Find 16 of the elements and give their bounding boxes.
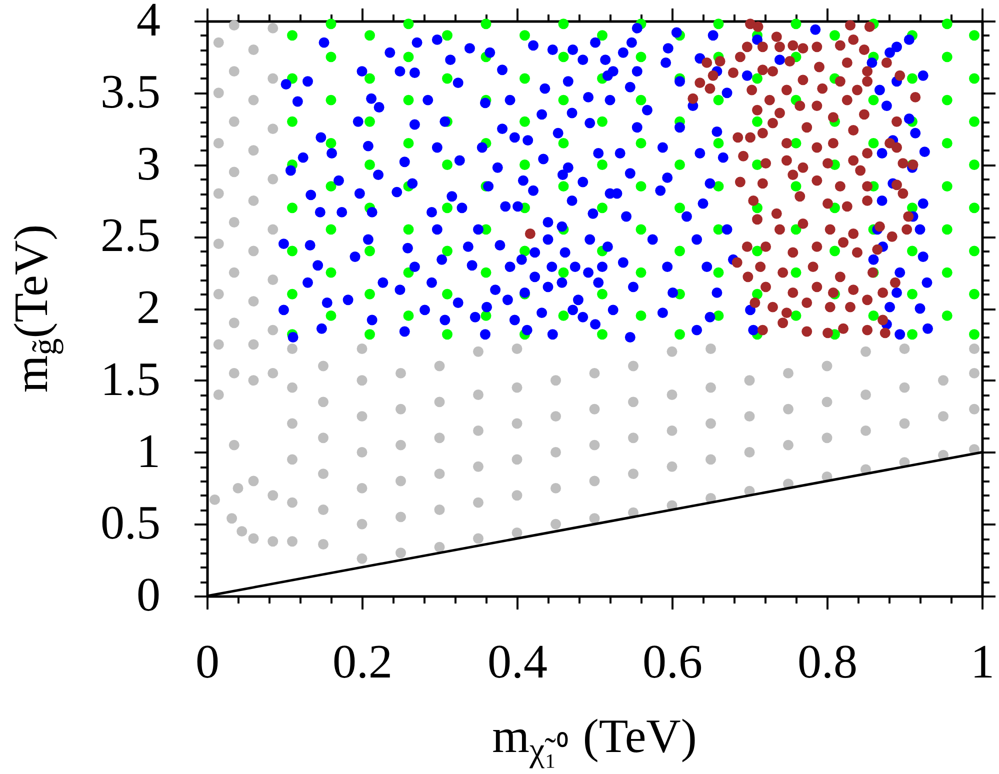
x-tick-label: 0.4 <box>488 636 548 688</box>
y-tick-label: 0.5 <box>100 496 160 550</box>
x-tick-label: 0.8 <box>798 636 858 688</box>
y-tick-label: 3.5 <box>100 65 160 118</box>
y-tick-label: 1.5 <box>100 352 160 406</box>
y-tick-label: 3 <box>136 137 160 190</box>
y-tick-label: 4 <box>136 0 160 46</box>
x-tick-label: 0 <box>196 636 220 688</box>
x-tick-label: 0.6 <box>642 636 702 688</box>
y-tick-label: 2.5 <box>100 209 160 262</box>
x-tick-label: 0.2 <box>332 636 392 688</box>
y-tick-label: 0 <box>136 568 160 622</box>
y-axis-title: mg̃(TeV) <box>5 224 64 393</box>
y-tick-label: 2 <box>136 281 160 334</box>
y-tick-label: 1 <box>136 424 160 478</box>
x-tick-label: 1 <box>970 636 994 688</box>
